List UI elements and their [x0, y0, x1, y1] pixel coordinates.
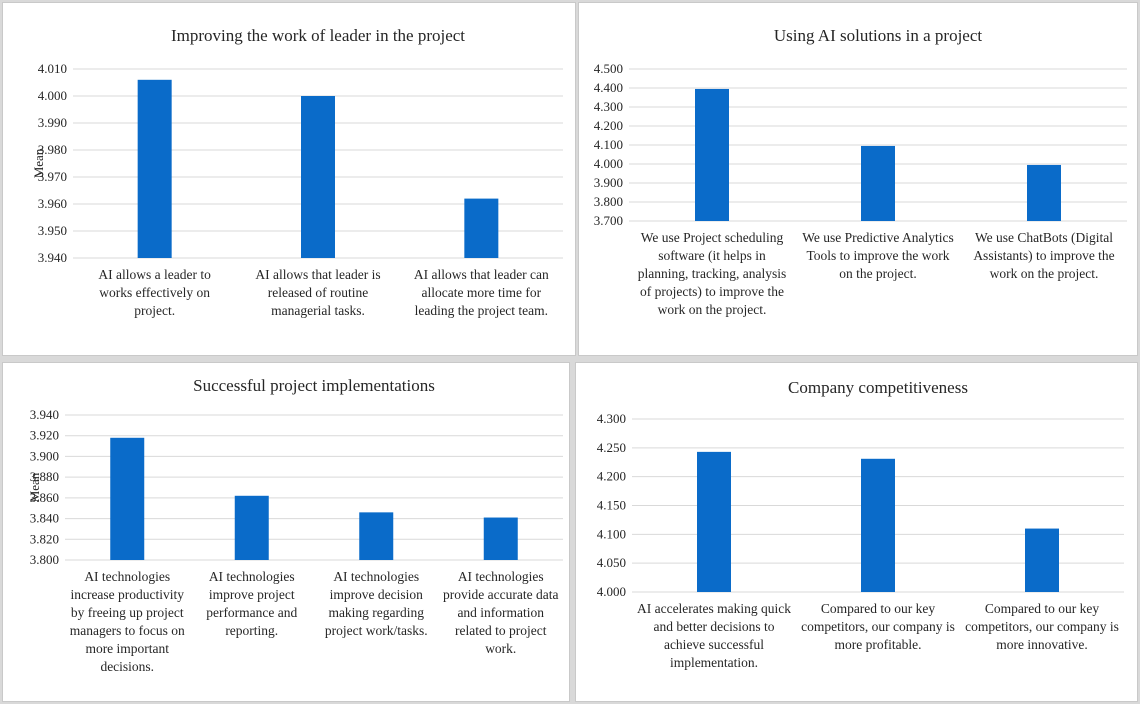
chart-title: Company competitiveness: [788, 378, 968, 397]
x-category-label: We use ChatBots (Digital Assistants) to …: [973, 230, 1115, 281]
x-category-label: AI allows that leader can allocate more …: [413, 267, 549, 318]
y-tick-label: 3.800: [30, 552, 59, 567]
x-category-label: We use Project scheduling software (it h…: [637, 230, 787, 317]
chart-title: Improving the work of leader in the proj…: [171, 26, 465, 45]
y-tick-label: 3.950: [38, 223, 67, 238]
chart-svg: Company competitiveness 4.000 4.050 4.100 4.…: [597, 378, 1124, 599]
bar-4: [483, 517, 518, 560]
chart-svg: Successful project implementations 3.800 3…: [27, 376, 563, 567]
y-tick-label: 3.980: [38, 142, 67, 157]
chart-panel-leader: Improving the work of leader in the proj…: [2, 2, 576, 356]
y-tick-label: 4.000: [594, 156, 623, 171]
bar-3: [1025, 528, 1059, 592]
bar-2: [861, 145, 895, 221]
x-category-label: AI technologies improve project performa…: [206, 569, 298, 638]
y-tick-label: 4.050: [597, 555, 626, 570]
y-tick-label: 3.960: [38, 196, 67, 211]
chart-panel-ai-solutions: Using AI solutions in a project 3.700 3.80…: [578, 2, 1138, 356]
x-category-label: AI accelerates making quick and better d…: [636, 601, 792, 670]
bar-3: [464, 198, 499, 258]
y-tick-label: 3.940: [38, 250, 67, 265]
y-tick-label: 3.700: [594, 213, 623, 228]
x-category-label: Compared to our key competitors, our com…: [801, 601, 955, 652]
y-tick-label: 4.000: [38, 88, 67, 103]
bar-3: [359, 512, 394, 560]
y-tick-label: 3.820: [30, 531, 59, 546]
y-tick-label: 3.920: [30, 428, 59, 443]
bar-1: [110, 437, 145, 560]
x-category-label: AI allows a leader to works effectively …: [98, 267, 211, 318]
x-category-label: AI technologies provide accurate data an…: [443, 569, 559, 656]
y-tick-label: 3.840: [30, 511, 59, 526]
bar-1: [137, 79, 172, 258]
y-tick-label: 4.500: [594, 61, 623, 76]
chart-panel-implementations: Successful project implementations 3.800 3…: [2, 362, 570, 702]
y-tick-label: 4.000: [597, 584, 626, 599]
y-tick-label: 4.100: [594, 137, 623, 152]
bar-1: [695, 88, 729, 221]
chart-panel-competitiveness: Company competitiveness 4.000 4.050 4.100 4.…: [575, 362, 1138, 702]
x-category-label: AI allows that leader is released of rou…: [255, 267, 381, 318]
y-tick-label: 4.010: [38, 61, 67, 76]
y-tick-label: 4.200: [594, 118, 623, 133]
y-tick-label: 4.150: [597, 498, 626, 513]
chart-svg: Using AI solutions in a project 3.700 3.80…: [594, 26, 1127, 228]
bar-2: [234, 495, 269, 560]
y-tick-label: 3.860: [30, 490, 59, 505]
y-tick-label: 4.400: [594, 80, 623, 95]
y-tick-label: 3.990: [38, 115, 67, 130]
y-tick-label: 3.940: [30, 407, 59, 422]
x-category-label: Compared to our key competitors, our com…: [965, 601, 1119, 652]
chart-title: Successful project implementations: [193, 376, 435, 395]
y-tick-label: 3.900: [30, 448, 59, 463]
y-tick-label: 3.880: [30, 469, 59, 484]
y-tick-label: 3.970: [38, 169, 67, 184]
bar-1: [697, 451, 731, 592]
y-tick-label: 3.800: [594, 194, 623, 209]
y-tick-label: 4.300: [597, 411, 626, 426]
y-axis-label: Mean: [31, 148, 46, 178]
bar-3: [1027, 164, 1061, 221]
y-axis-label: Mean: [27, 472, 42, 502]
chart-title: Using AI solutions in a project: [774, 26, 983, 45]
x-category-label: We use Predictive Analytics Tools to imp…: [802, 230, 954, 281]
bar-2: [861, 458, 895, 592]
y-tick-label: 3.900: [594, 175, 623, 190]
x-category-label: AI technologies increase productivity by…: [69, 569, 185, 674]
chart-svg: Improving the work of leader in the proj…: [31, 26, 563, 265]
x-category-label: AI technologies improve decision making …: [324, 569, 428, 638]
y-tick-label: 4.100: [597, 526, 626, 541]
y-tick-label: 4.300: [594, 99, 623, 114]
y-tick-label: 4.200: [597, 469, 626, 484]
y-tick-label: 4.250: [597, 440, 626, 455]
bar-2: [301, 96, 335, 258]
